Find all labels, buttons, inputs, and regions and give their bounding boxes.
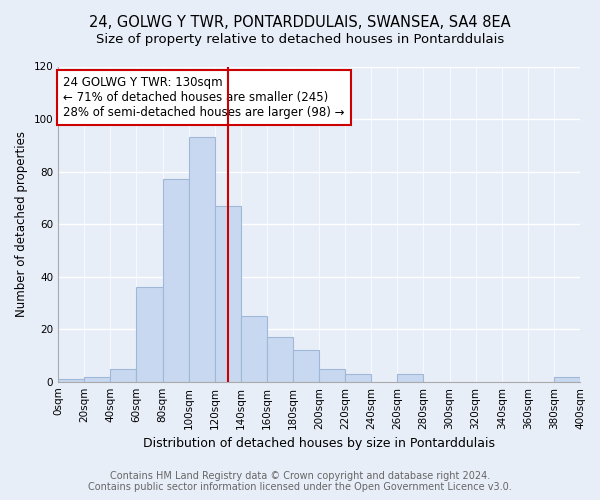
Bar (397, 374, 424, 382)
Bar (84, 376, 110, 382)
Bar (136, 287, 163, 382)
Bar (58, 379, 84, 382)
Bar (163, 180, 188, 382)
Bar (345, 374, 371, 382)
Bar (267, 337, 293, 382)
Bar (215, 206, 241, 382)
Bar (110, 368, 136, 382)
Bar (241, 316, 267, 382)
Text: Size of property relative to detached houses in Pontarddulais: Size of property relative to detached ho… (96, 32, 504, 46)
Y-axis label: Number of detached properties: Number of detached properties (15, 131, 28, 317)
Text: Contains HM Land Registry data © Crown copyright and database right 2024.
Contai: Contains HM Land Registry data © Crown c… (88, 471, 512, 492)
Bar (293, 350, 319, 382)
Bar (554, 376, 580, 382)
Bar (188, 138, 215, 382)
Text: 24, GOLWG Y TWR, PONTARDDULAIS, SWANSEA, SA4 8EA: 24, GOLWG Y TWR, PONTARDDULAIS, SWANSEA,… (89, 15, 511, 30)
X-axis label: Distribution of detached houses by size in Pontarddulais: Distribution of detached houses by size … (143, 437, 495, 450)
Text: 24 GOLWG Y TWR: 130sqm
← 71% of detached houses are smaller (245)
28% of semi-de: 24 GOLWG Y TWR: 130sqm ← 71% of detached… (64, 76, 345, 119)
Bar (319, 368, 345, 382)
